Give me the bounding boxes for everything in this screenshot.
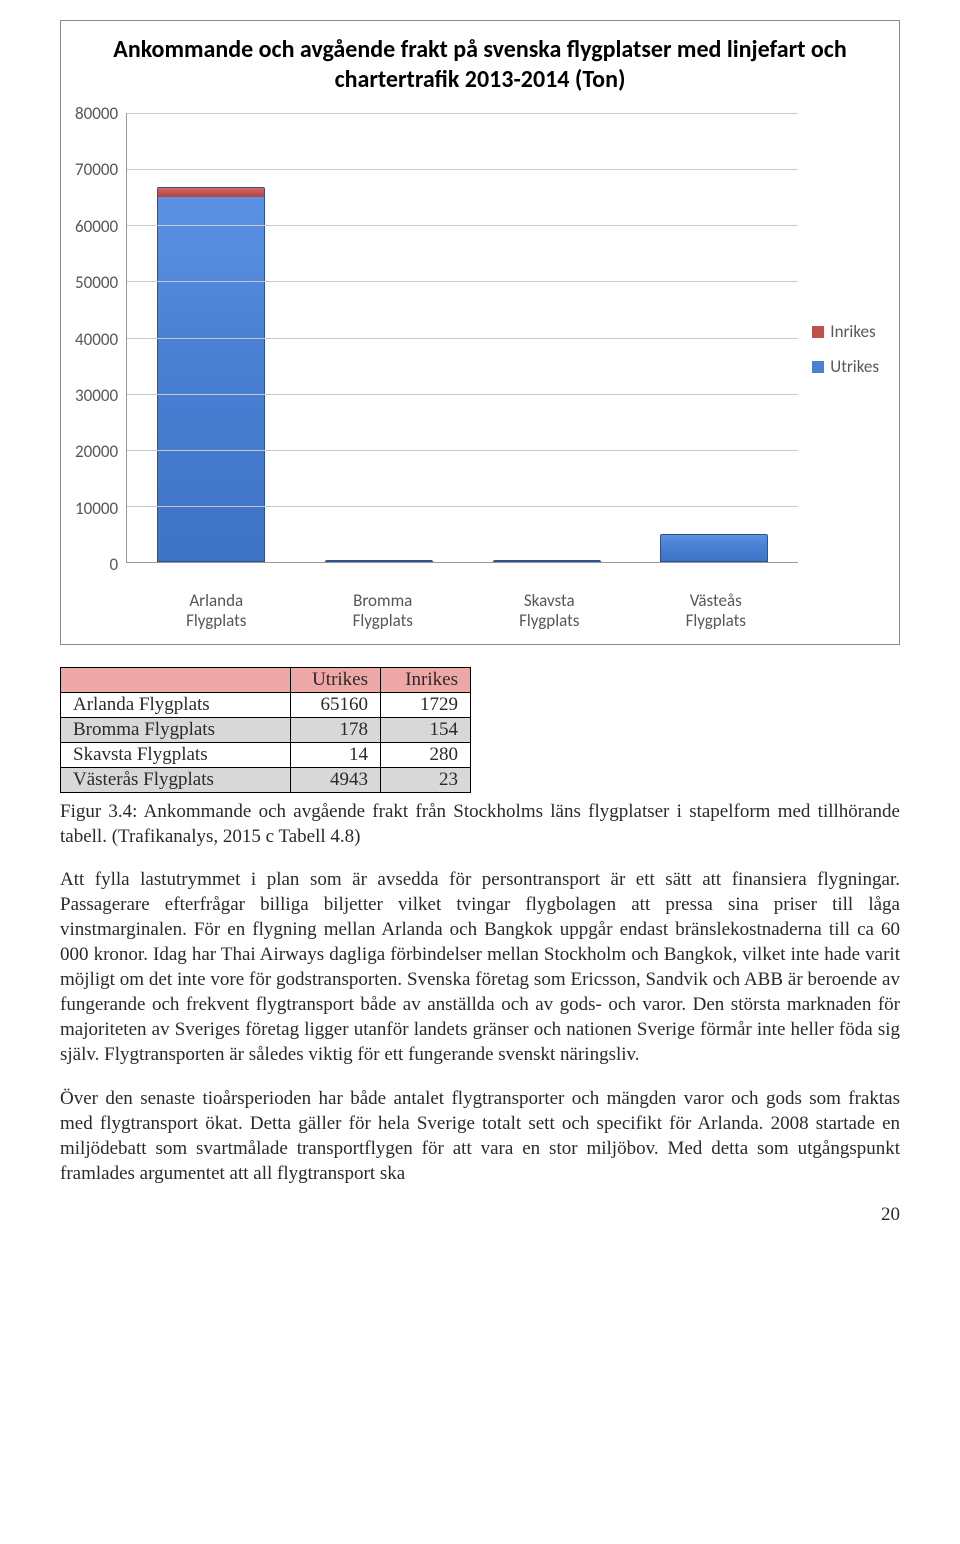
table-cell: 4943 [291, 767, 381, 792]
legend-swatch [812, 361, 824, 373]
table-cell: 280 [381, 742, 471, 767]
data-table: UtrikesInrikesArlanda Flygplats651601729… [60, 667, 471, 793]
table-cell: Arlanda Flygplats [61, 692, 291, 717]
gridline [127, 394, 798, 395]
gridline [127, 338, 798, 339]
table-cell: 154 [381, 717, 471, 742]
gridline [127, 113, 798, 114]
legend-swatch [812, 326, 824, 338]
table-cell: 14 [291, 742, 381, 767]
table-cell: Västerås Flygplats [61, 767, 291, 792]
table-header-cell [61, 667, 291, 692]
y-tick-label: 10000 [75, 498, 118, 519]
y-tick-label: 80000 [75, 103, 118, 124]
gridline [127, 169, 798, 170]
figure-caption: Figur 3.4: Ankommande och avgående frakt… [60, 799, 900, 849]
legend-label: Utrikes [830, 356, 879, 377]
table-cell: 23 [381, 767, 471, 792]
page-number: 20 [60, 1204, 900, 1226]
chart-x-axis: ArlandaFlygplats BrommaFlygplats SkavstaFl… [61, 585, 899, 632]
legend-item: Inrikes [812, 321, 879, 342]
gridline [127, 225, 798, 226]
bar [325, 560, 433, 562]
bar [660, 534, 768, 562]
x-tick-label: VästeåsFlygplats [652, 591, 780, 632]
chart-plot-area [126, 113, 798, 563]
gridline [127, 506, 798, 507]
y-tick-label: 40000 [75, 329, 118, 350]
chart-container: Ankommande och avgående frakt på svenska… [60, 20, 900, 645]
x-tick-label: BrommaFlygplats [319, 591, 447, 632]
legend-label: Inrikes [830, 321, 875, 342]
y-tick-label: 60000 [75, 216, 118, 237]
chart-title: Ankommande och avgående frakt på svenska… [61, 21, 899, 103]
chart-legend: Inrikes Utrikes [808, 113, 891, 585]
table-cell: Skavsta Flygplats [61, 742, 291, 767]
table-cell: 1729 [381, 692, 471, 717]
bar-segment-utrikes [661, 535, 767, 561]
bar-segment-inrikes [158, 188, 264, 198]
y-tick-label: 0 [109, 554, 118, 575]
gridline [127, 450, 798, 451]
y-tick-label: 70000 [75, 159, 118, 180]
y-tick-label: 30000 [75, 385, 118, 406]
table-cell: 178 [291, 717, 381, 742]
y-tick-label: 50000 [75, 272, 118, 293]
table-cell: 65160 [291, 692, 381, 717]
gridline [127, 281, 798, 282]
body-paragraph: Att fylla lastutrymmet i plan som är avs… [60, 867, 900, 1068]
table-row: Skavsta Flygplats14280 [61, 742, 471, 767]
table-row: Västerås Flygplats494323 [61, 767, 471, 792]
table-header-row: UtrikesInrikes [61, 667, 471, 692]
y-tick-label: 20000 [75, 441, 118, 462]
x-tick-label: ArlandaFlygplats [152, 591, 280, 632]
body-paragraph: Över den senaste tioårsperioden har både… [60, 1086, 900, 1186]
bar [493, 560, 601, 562]
legend-item: Utrikes [812, 356, 879, 377]
table-row: Arlanda Flygplats651601729 [61, 692, 471, 717]
table-header-cell: Inrikes [381, 667, 471, 692]
table-row: Bromma Flygplats178154 [61, 717, 471, 742]
chart-body: 80000 70000 60000 50000 40000 30000 20000 10000… [61, 103, 899, 585]
table-cell: Bromma Flygplats [61, 717, 291, 742]
x-tick-label: SkavstaFlygplats [485, 591, 613, 632]
chart-y-axis: 80000 70000 60000 50000 40000 30000 20000 10000… [75, 103, 126, 575]
table-header-cell: Utrikes [291, 667, 381, 692]
